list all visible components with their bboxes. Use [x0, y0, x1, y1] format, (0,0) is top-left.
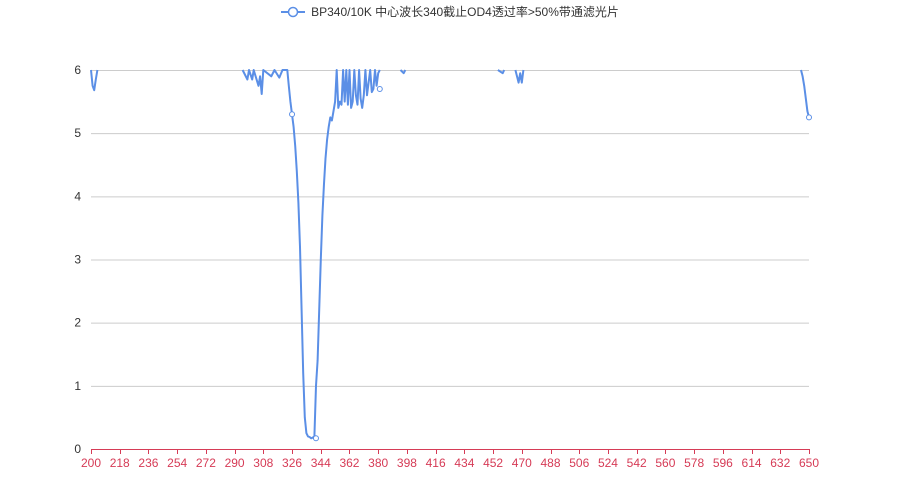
x-tick-label: 578 — [684, 456, 704, 470]
x-tick-label: 560 — [655, 456, 675, 470]
chart-legend[interactable]: BP340/10K 中心波长340截止OD4透过率>50%带通滤光片 — [0, 3, 900, 20]
y-axis-ticks: 0 1 2 3 4 5 6 — [74, 63, 81, 456]
legend-series-label: BP340/10K 中心波长340截止OD4透过率>50%带通滤光片 — [311, 4, 619, 19]
grid-lines — [91, 70, 809, 387]
y-tick-label: 4 — [74, 189, 81, 203]
data-point[interactable] — [289, 111, 296, 118]
data-point[interactable] — [376, 85, 383, 92]
x-tick-label: 632 — [770, 456, 790, 470]
x-tick-label: 308 — [253, 456, 273, 470]
x-tick-label: 452 — [483, 456, 503, 470]
x-tick-label: 650 — [799, 456, 819, 470]
x-tick-label: 506 — [569, 456, 589, 470]
y-tick-label: 2 — [74, 316, 81, 330]
series-line[interactable] — [90, 69, 810, 440]
x-tick-label: 524 — [598, 456, 618, 470]
data-point[interactable] — [806, 114, 812, 121]
x-tick-label: 380 — [368, 456, 388, 470]
x-tick-label: 362 — [339, 456, 359, 470]
x-tick-label: 470 — [512, 456, 532, 470]
x-tick-label: 398 — [397, 456, 417, 470]
x-tick-label: 200 — [81, 456, 101, 470]
x-tick-label: 236 — [138, 456, 158, 470]
y-tick-label: 0 — [74, 442, 81, 456]
x-tick-label: 596 — [713, 456, 733, 470]
y-tick-label: 5 — [74, 126, 81, 140]
x-tick-label: 416 — [426, 456, 446, 470]
x-tick-label: 614 — [742, 456, 762, 470]
series-layer — [90, 69, 812, 442]
x-tick-label: 434 — [454, 456, 474, 470]
data-point[interactable] — [312, 435, 319, 442]
y-tick-label: 1 — [74, 379, 81, 393]
x-tick-label: 254 — [167, 456, 187, 470]
x-tick-label: 272 — [196, 456, 216, 470]
x-tick-label: 488 — [541, 456, 561, 470]
x-axis: 200 218 236 254 272 290 308 326 344 362 380 398 416 4… — [81, 449, 819, 470]
x-tick-label: 218 — [110, 456, 130, 470]
x-tick-label: 344 — [311, 456, 331, 470]
x-tick-label: 542 — [627, 456, 647, 470]
x-tick-label: 326 — [282, 456, 302, 470]
legend-line-icon — [281, 6, 306, 18]
y-tick-label: 6 — [74, 63, 81, 77]
x-tick-label: 290 — [225, 456, 245, 470]
y-tick-label: 3 — [74, 253, 81, 267]
